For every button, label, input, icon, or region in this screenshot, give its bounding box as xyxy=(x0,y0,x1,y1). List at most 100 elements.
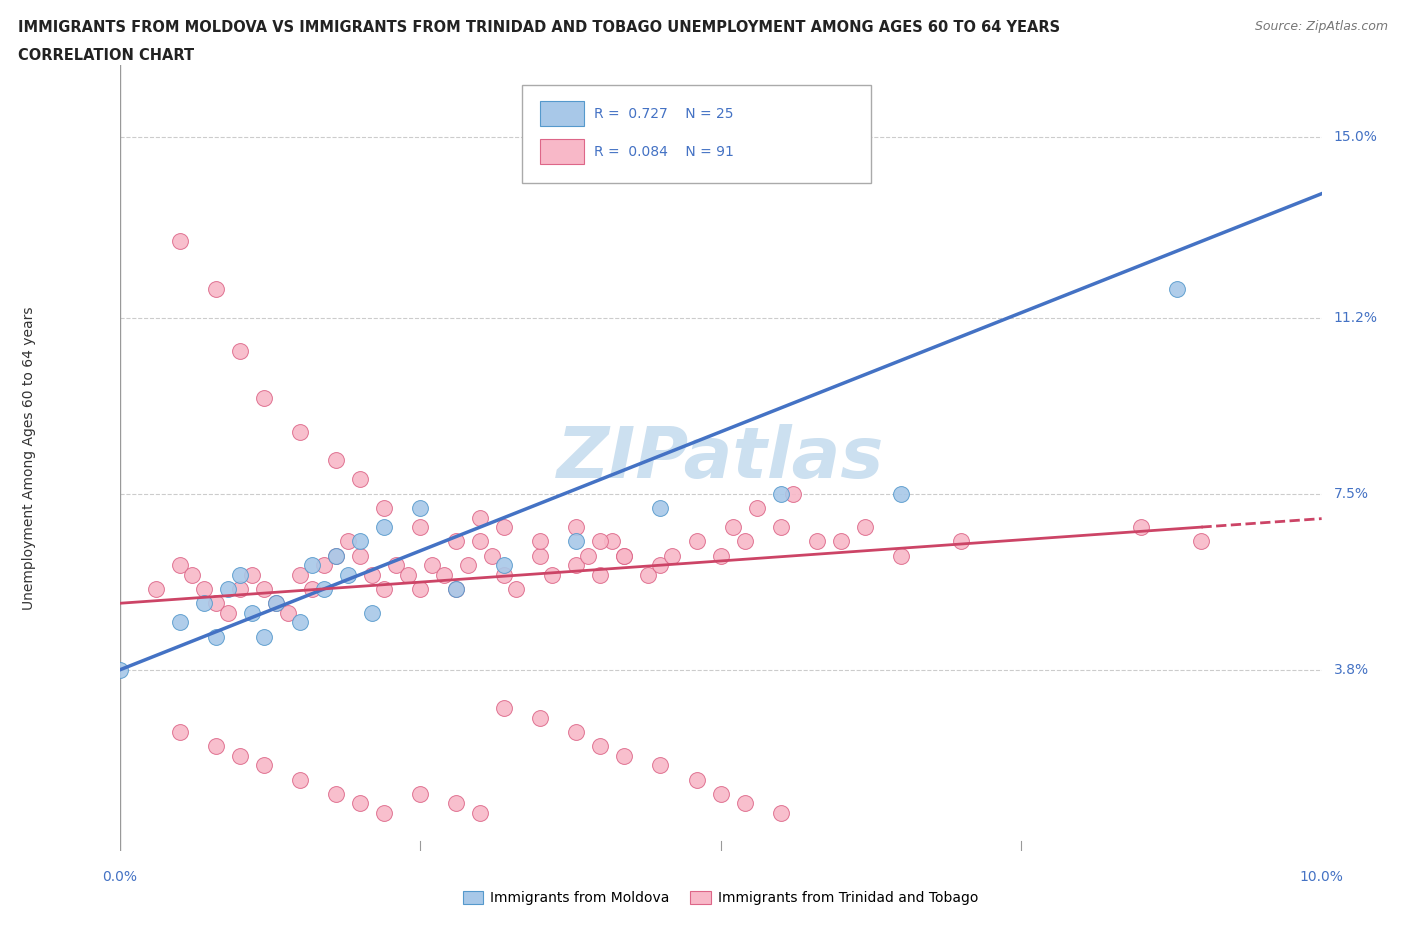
Point xyxy=(373,520,395,535)
FancyBboxPatch shape xyxy=(540,139,583,164)
Point xyxy=(349,534,371,549)
Point xyxy=(169,615,191,630)
Text: 11.2%: 11.2% xyxy=(1334,311,1378,325)
Point xyxy=(169,233,191,248)
Point xyxy=(193,581,215,596)
Point xyxy=(349,472,371,487)
Point xyxy=(444,581,467,596)
Point xyxy=(204,282,226,297)
Point xyxy=(288,424,311,439)
Point xyxy=(253,581,276,596)
Point xyxy=(361,567,384,582)
Point xyxy=(361,605,384,620)
Point xyxy=(1166,282,1188,297)
Point xyxy=(217,605,239,620)
Point xyxy=(180,567,202,582)
Point xyxy=(228,567,252,582)
Point xyxy=(433,567,456,582)
Point xyxy=(589,738,612,753)
Point xyxy=(240,567,263,582)
Point xyxy=(444,796,467,811)
Point xyxy=(444,581,467,596)
Text: Unemployment Among Ages 60 to 64 years: Unemployment Among Ages 60 to 64 years xyxy=(22,306,37,610)
Point xyxy=(240,605,263,620)
Point xyxy=(444,534,467,549)
Point xyxy=(529,548,551,563)
Point xyxy=(576,548,599,563)
Point xyxy=(169,724,191,739)
Text: 3.8%: 3.8% xyxy=(1334,663,1369,677)
Point xyxy=(169,558,191,573)
Point xyxy=(565,724,588,739)
Point xyxy=(721,520,744,535)
Point xyxy=(529,711,551,725)
Point xyxy=(349,796,371,811)
Point xyxy=(228,581,252,596)
Point xyxy=(264,596,287,611)
Point xyxy=(529,534,551,549)
FancyBboxPatch shape xyxy=(522,85,870,183)
Point xyxy=(685,772,707,787)
Point xyxy=(253,758,276,773)
Point xyxy=(409,581,432,596)
Point xyxy=(602,534,624,549)
Point xyxy=(565,558,588,573)
Point xyxy=(312,581,335,596)
Point xyxy=(565,534,588,549)
Point xyxy=(782,486,804,501)
Point xyxy=(336,567,359,582)
Point xyxy=(336,534,359,549)
Point xyxy=(228,749,252,764)
Point xyxy=(301,558,323,573)
Point xyxy=(806,534,828,549)
Text: Source: ZipAtlas.com: Source: ZipAtlas.com xyxy=(1254,20,1388,33)
Point xyxy=(613,749,636,764)
Text: 10.0%: 10.0% xyxy=(1299,870,1344,884)
Point xyxy=(830,534,852,549)
Point xyxy=(325,787,347,802)
Point xyxy=(505,581,527,596)
Point xyxy=(685,534,707,549)
Point xyxy=(288,567,311,582)
Point xyxy=(193,596,215,611)
Point xyxy=(613,548,636,563)
Point xyxy=(734,796,756,811)
Point xyxy=(325,548,347,563)
Point xyxy=(853,520,876,535)
FancyBboxPatch shape xyxy=(540,101,583,126)
Point xyxy=(950,534,973,549)
Point xyxy=(409,787,432,802)
Point xyxy=(734,534,756,549)
Text: CORRELATION CHART: CORRELATION CHART xyxy=(18,48,194,63)
Point xyxy=(288,772,311,787)
Point xyxy=(661,548,683,563)
Point xyxy=(373,581,395,596)
Point xyxy=(204,738,226,753)
Point xyxy=(745,500,768,515)
Point xyxy=(650,558,672,573)
Text: R =  0.727    N = 25: R = 0.727 N = 25 xyxy=(595,107,734,121)
Point xyxy=(709,548,731,563)
Point xyxy=(349,548,371,563)
Point xyxy=(769,805,792,820)
Point xyxy=(541,567,564,582)
Point xyxy=(325,453,347,468)
Point xyxy=(420,558,443,573)
Point xyxy=(494,567,516,582)
Point xyxy=(373,805,395,820)
Point xyxy=(613,548,636,563)
Text: 0.0%: 0.0% xyxy=(103,870,136,884)
Point xyxy=(589,567,612,582)
Point xyxy=(769,486,792,501)
Point xyxy=(204,596,226,611)
Point xyxy=(468,805,492,820)
Point xyxy=(890,548,912,563)
Point xyxy=(373,500,395,515)
Point xyxy=(301,581,323,596)
Text: ZIPatlas: ZIPatlas xyxy=(557,423,884,493)
Point xyxy=(890,486,912,501)
Point xyxy=(217,581,239,596)
Point xyxy=(709,787,731,802)
Point xyxy=(396,567,419,582)
Point xyxy=(565,520,588,535)
